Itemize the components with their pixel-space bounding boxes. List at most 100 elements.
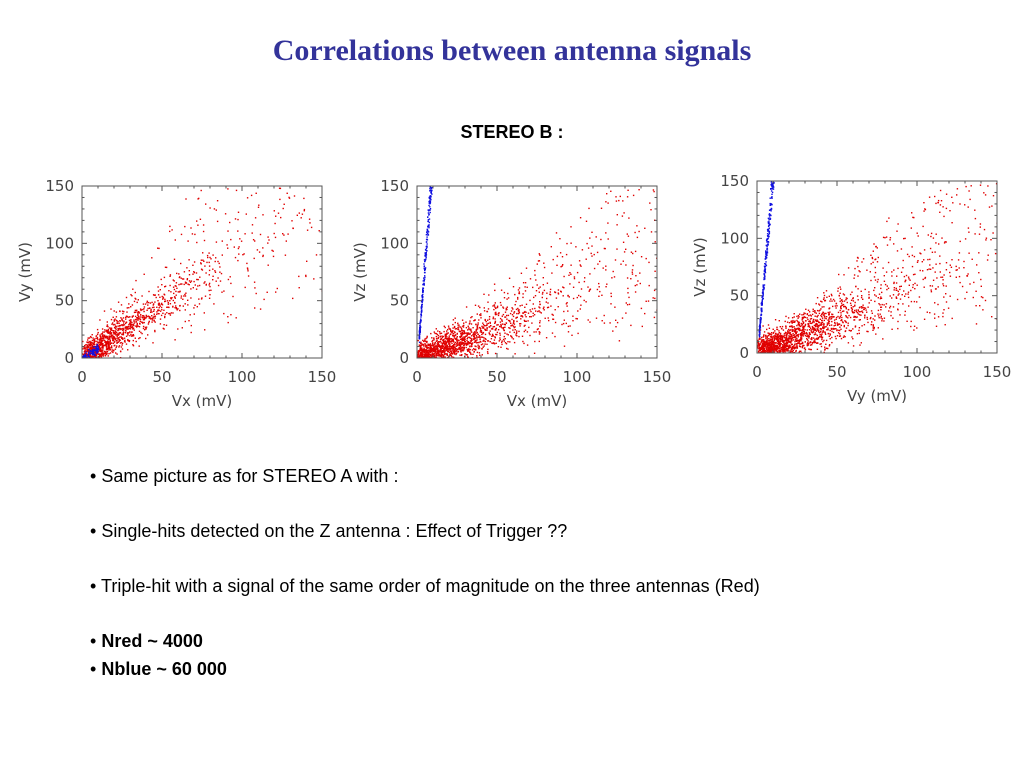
- scatter-point: [968, 231, 970, 233]
- scatter-point: [147, 301, 150, 304]
- scatter-point: [136, 322, 138, 325]
- scatter-point: [423, 344, 425, 346]
- scatter-point: [779, 326, 781, 328]
- scatter-point: [546, 282, 549, 284]
- scatter-point: [448, 342, 450, 344]
- scatter-point: [89, 353, 91, 356]
- scatter-point: [99, 335, 101, 337]
- scatter-point: [602, 267, 604, 269]
- scatter-point: [828, 318, 830, 320]
- scatter-point: [794, 328, 796, 330]
- scatter-point: [123, 324, 126, 326]
- scatter-point: [791, 321, 793, 324]
- scatter-point: [810, 331, 813, 333]
- scatter-point: [778, 342, 781, 344]
- scatter-point: [840, 288, 842, 290]
- scatter-point: [596, 288, 599, 291]
- scatter-point: [893, 289, 895, 291]
- scatter-point: [963, 267, 965, 269]
- scatter-point: [421, 353, 423, 356]
- scatter-point: [423, 345, 425, 347]
- scatter-point: [422, 353, 424, 355]
- scatter-point: [911, 265, 914, 268]
- scatter-point: [764, 351, 767, 353]
- scatter-point: [121, 344, 123, 346]
- scatter-point: [834, 305, 837, 307]
- scatter-point: [318, 230, 320, 232]
- scatter-point: [503, 329, 505, 332]
- scatter-point: [522, 282, 525, 284]
- scatter-point: [541, 293, 544, 295]
- scatter-point: [89, 342, 91, 345]
- scatter-point: [92, 356, 94, 358]
- scatter-point: [193, 307, 195, 309]
- scatter-point: [785, 342, 787, 344]
- y-tick-label: 150: [45, 177, 74, 195]
- scatter-point: [175, 305, 177, 307]
- scatter-point: [557, 306, 559, 308]
- scatter-point: [104, 352, 107, 354]
- scatter-point: [803, 347, 806, 350]
- slide-subtitle: STEREO B :: [460, 122, 564, 142]
- scatter-point: [120, 336, 122, 338]
- scatter-point: [444, 345, 447, 348]
- scatter-point: [526, 286, 528, 288]
- scatter-point: [929, 312, 931, 314]
- scatter-point: [122, 324, 124, 327]
- scatter-point: [812, 318, 815, 321]
- scatter-point: [131, 325, 133, 328]
- scatter-point: [783, 341, 785, 344]
- scatter-point: [791, 348, 794, 350]
- scatter-point: [85, 346, 87, 348]
- scatter-point: [453, 331, 456, 333]
- scatter-point: [486, 324, 488, 326]
- scatter-point: [140, 321, 143, 323]
- scatter-point: [563, 345, 566, 347]
- x-axis-label: Vx (mV): [172, 392, 232, 410]
- scatter-point: [189, 281, 192, 283]
- scatter-point: [84, 349, 86, 352]
- scatter-point: [423, 280, 425, 282]
- scatter-point: [224, 213, 227, 215]
- scatter-point: [428, 209, 430, 211]
- scatter-point: [572, 297, 575, 300]
- scatter-point: [493, 304, 496, 306]
- scatter-point: [917, 260, 919, 262]
- scatter-point: [93, 343, 95, 346]
- scatter-point: [939, 262, 941, 265]
- scatter-point: [514, 304, 516, 306]
- scatter-point: [461, 338, 463, 341]
- scatter-point: [469, 322, 471, 324]
- scatter-point: [895, 289, 897, 291]
- scatter-point: [203, 239, 206, 242]
- scatter-point: [495, 329, 497, 331]
- scatter-point: [107, 347, 109, 350]
- scatter-point: [113, 319, 115, 321]
- scatter-point: [426, 239, 429, 241]
- scatter-point: [135, 279, 137, 282]
- scatter-point: [102, 351, 104, 353]
- scatter-point: [86, 349, 89, 351]
- scatter-point: [146, 302, 148, 304]
- scatter-point: [916, 327, 918, 329]
- scatter-point: [478, 345, 480, 347]
- scatter-point: [161, 304, 164, 306]
- scatter-point: [513, 311, 516, 313]
- scatter-point: [895, 287, 897, 290]
- scatter-point: [142, 318, 145, 321]
- scatter-point: [443, 347, 445, 349]
- scatter-point: [112, 316, 114, 318]
- scatter-point: [92, 346, 95, 348]
- scatter-point: [816, 315, 818, 318]
- scatter-point: [473, 333, 475, 335]
- scatter-point: [524, 314, 526, 316]
- scatter-point: [839, 300, 841, 303]
- scatter-point: [212, 254, 214, 256]
- scatter-point: [773, 338, 776, 340]
- scatter-point: [757, 343, 759, 345]
- scatter-point: [559, 238, 561, 240]
- scatter-point: [847, 342, 850, 344]
- scatter-point: [897, 223, 899, 225]
- scatter-point: [853, 315, 855, 318]
- scatter-point: [118, 322, 120, 324]
